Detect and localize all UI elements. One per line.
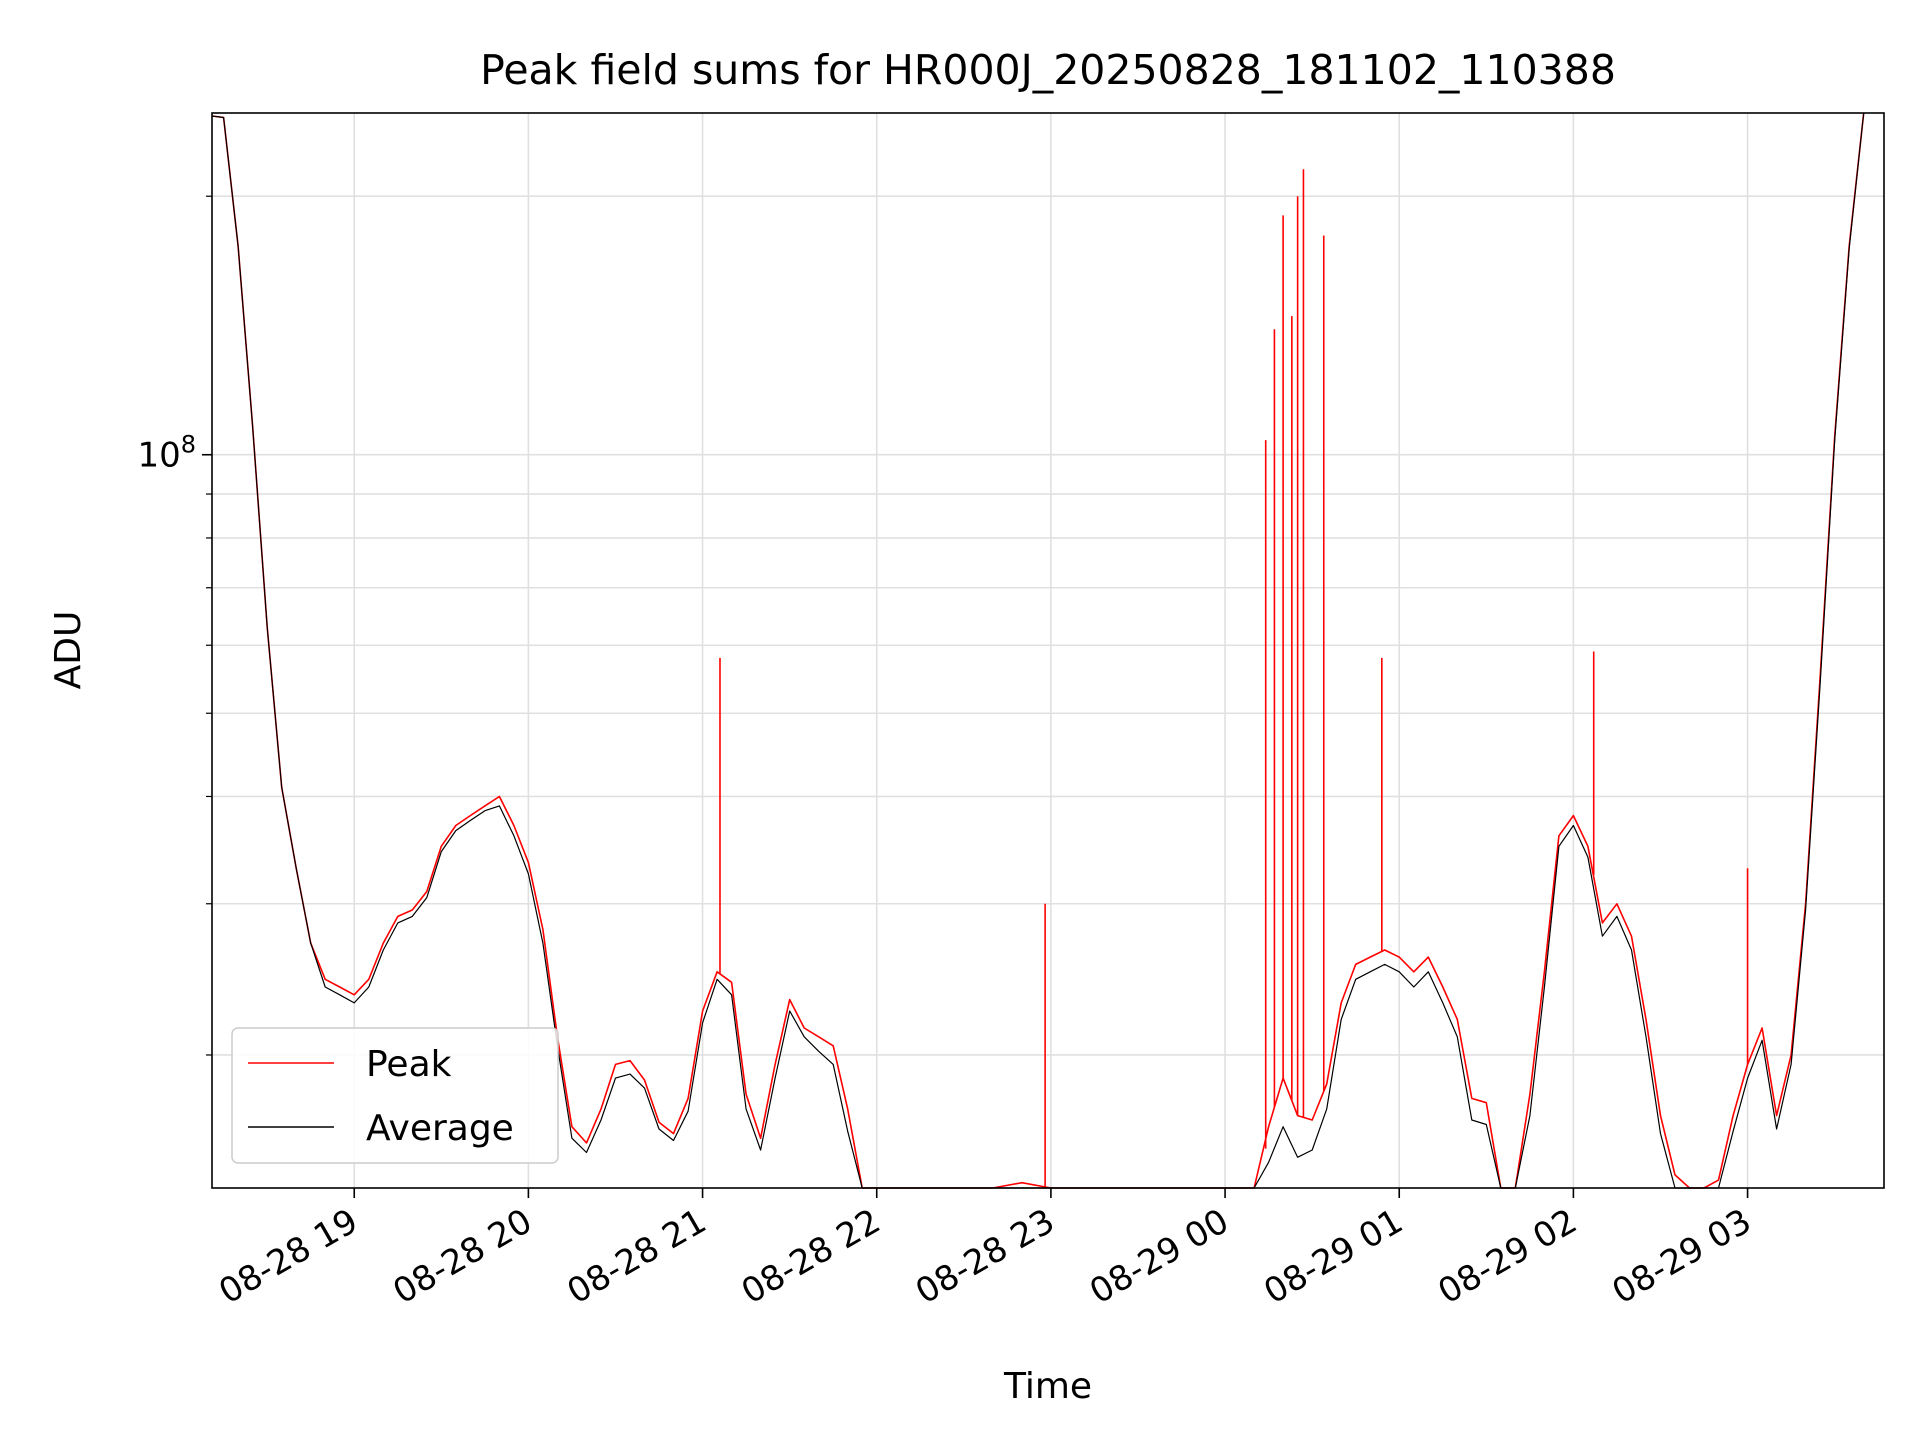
- legend: Peak Average: [231, 1027, 559, 1164]
- y-tick-label: 108: [137, 431, 196, 476]
- chart-title: Peak field sums for HR000J_20250828_1811…: [480, 46, 1616, 94]
- plot-frame: [211, 112, 1885, 1189]
- legend-box: [231, 1027, 559, 1164]
- legend-label-peak: Peak: [366, 1044, 452, 1085]
- series-line-peak: [211, 112, 1865, 1189]
- grid: [212, 113, 1884, 1188]
- legend-label-average: Average: [366, 1108, 514, 1149]
- y-axis-label: ADU: [48, 611, 89, 690]
- x-axis-label: Time: [1003, 1366, 1092, 1407]
- series-lines: [211, 112, 1865, 1189]
